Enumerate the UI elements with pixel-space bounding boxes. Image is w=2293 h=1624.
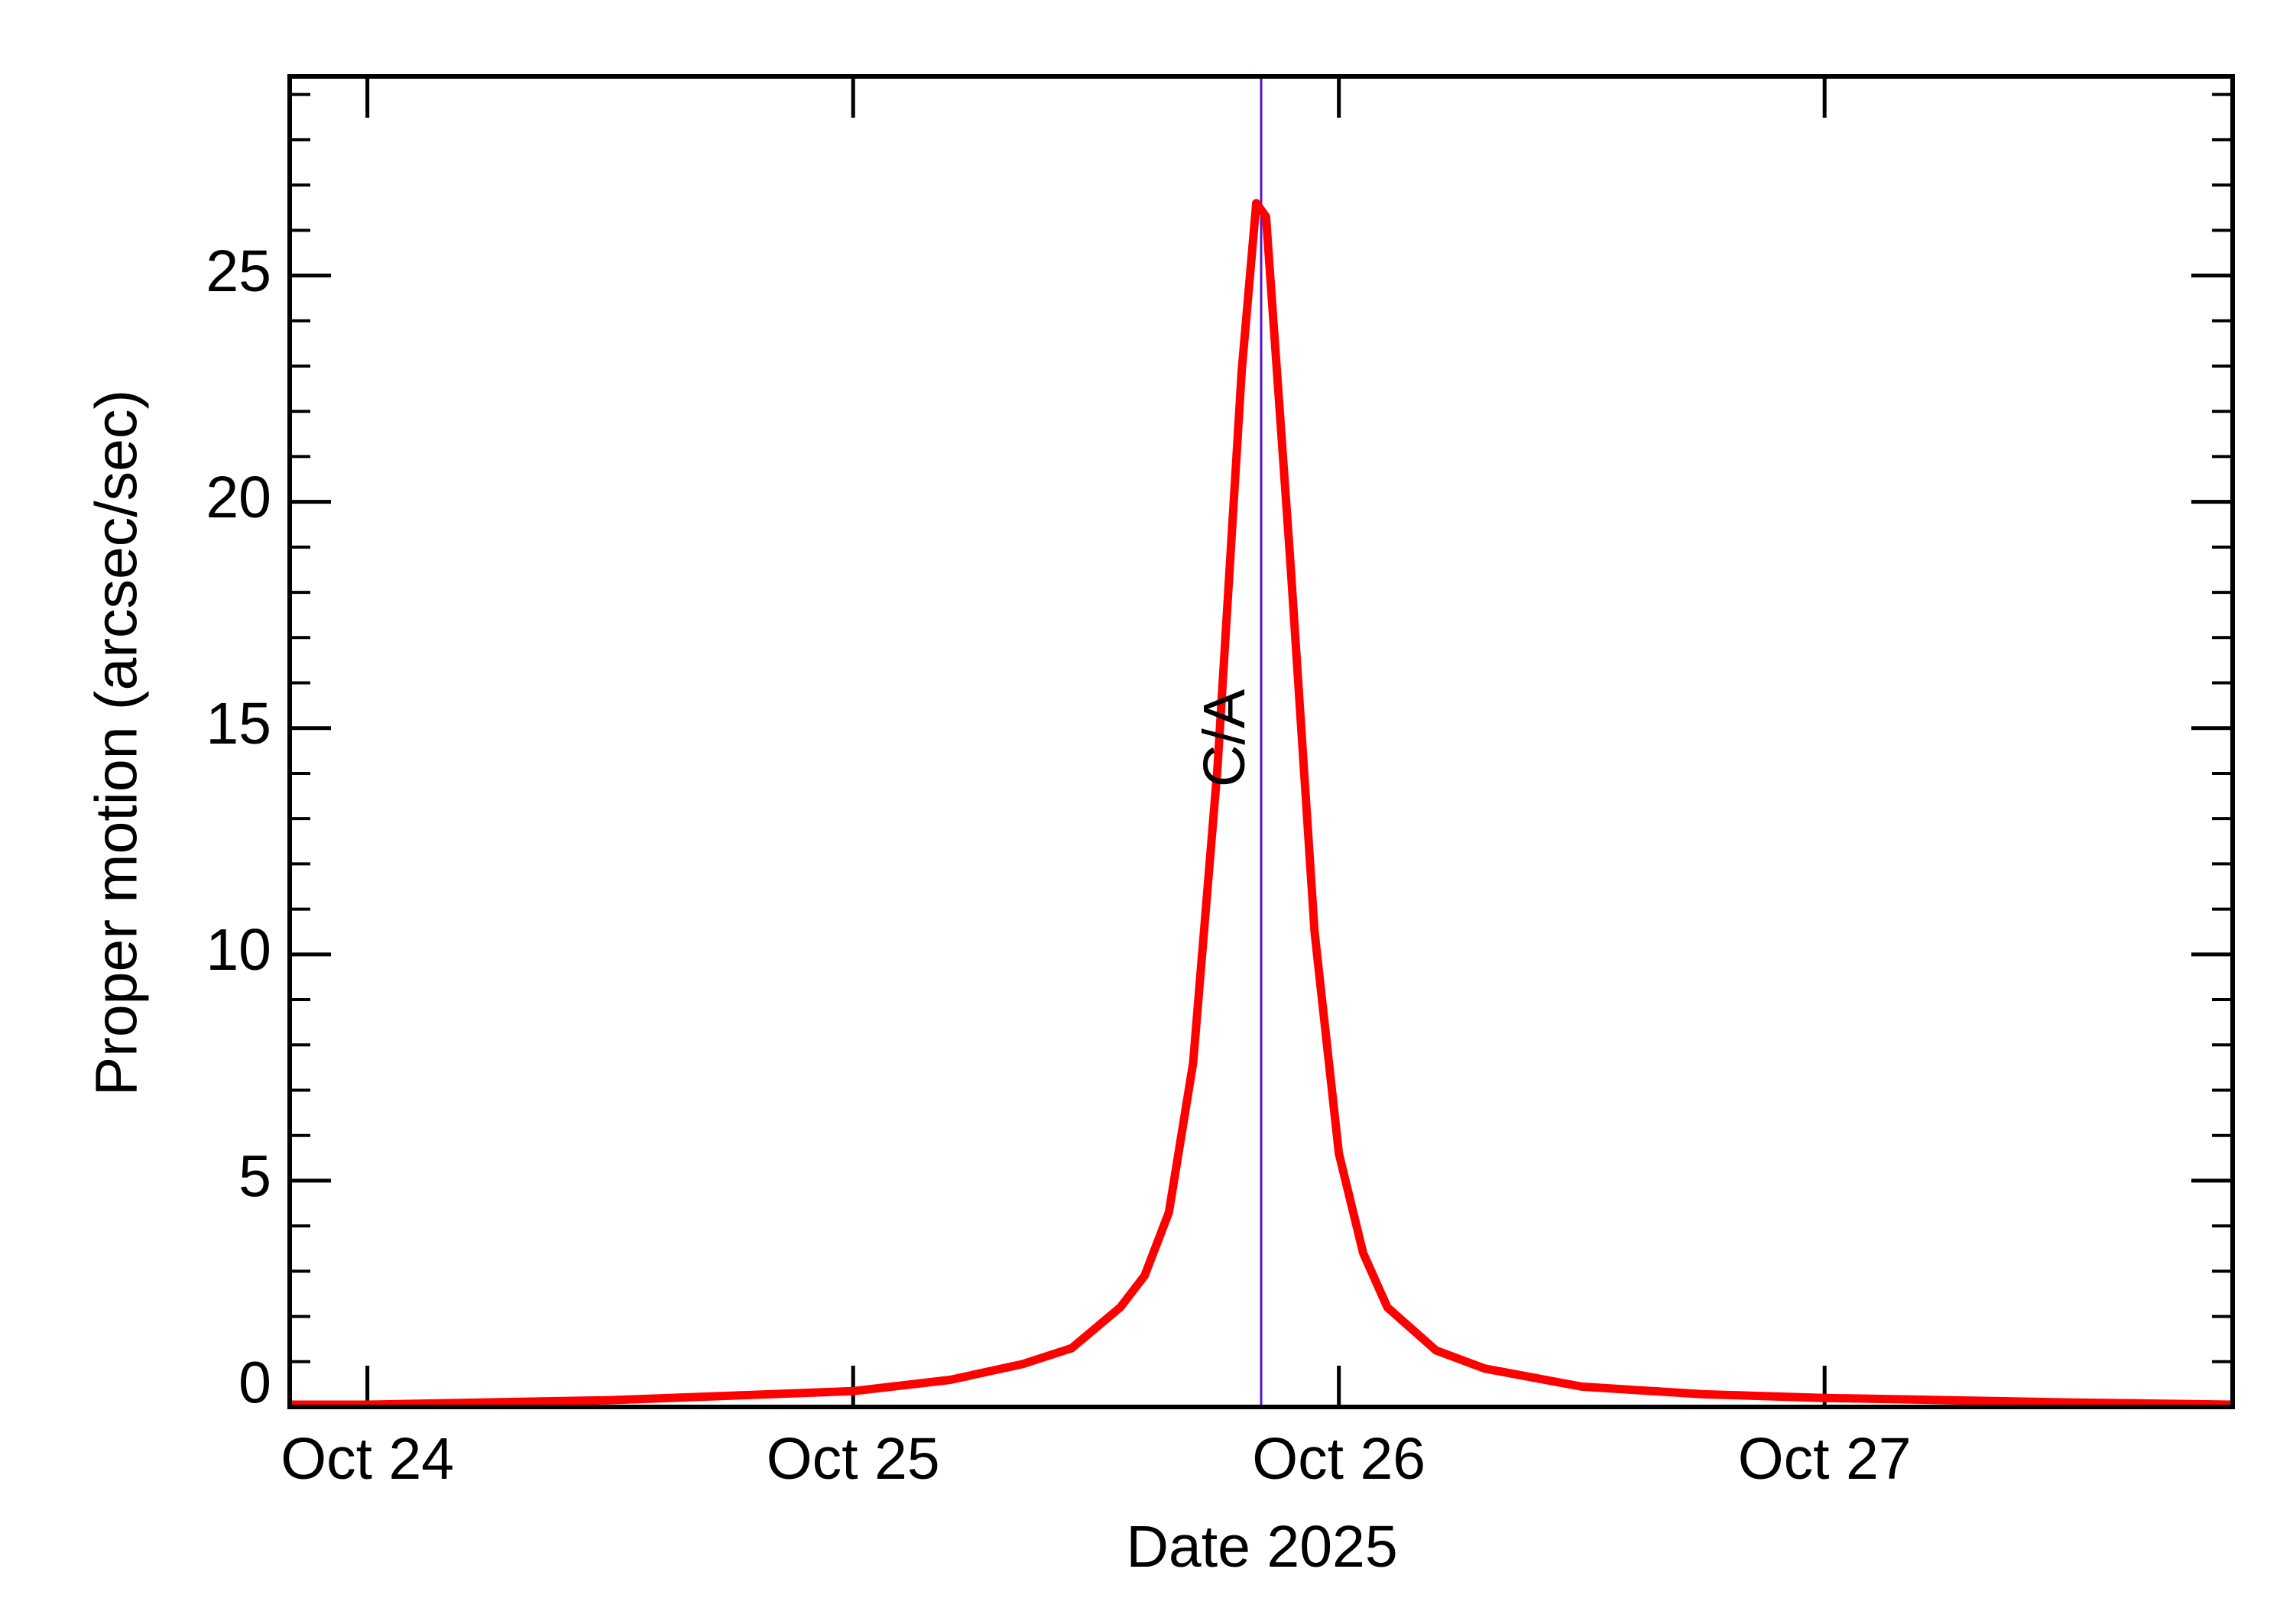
y-axis-label: Proper motion (arcsec/sec) xyxy=(83,390,149,1096)
y-tick-label: 5 xyxy=(238,1143,271,1209)
y-tick-label: 0 xyxy=(238,1350,271,1415)
x-axis-label: Date 2025 xyxy=(1126,1514,1397,1580)
y-tick-label: 15 xyxy=(206,691,271,757)
y-tick-label: 20 xyxy=(206,465,271,530)
x-tick-label: Oct 26 xyxy=(1252,1426,1425,1492)
x-tick-label: Oct 25 xyxy=(767,1426,940,1492)
y-tick-label: 25 xyxy=(206,238,271,304)
x-tick-label: Oct 24 xyxy=(281,1426,454,1492)
x-tick-label: Oct 27 xyxy=(1738,1426,1912,1492)
data-line xyxy=(290,199,2233,1409)
annotation-text: C/A xyxy=(1192,689,1257,787)
plot-frame xyxy=(287,74,2235,1409)
y-tick-label: 10 xyxy=(206,917,271,983)
